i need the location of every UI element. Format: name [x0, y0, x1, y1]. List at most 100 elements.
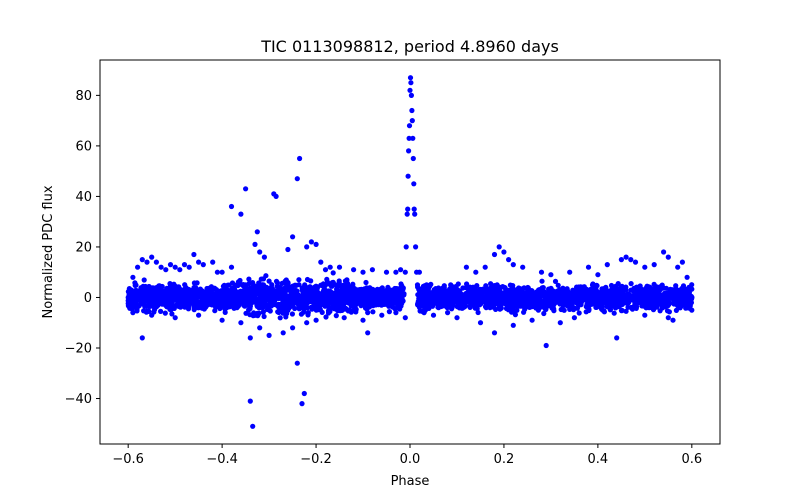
data-point	[159, 301, 165, 307]
data-point	[344, 277, 350, 283]
data-point	[627, 292, 633, 298]
data-point	[143, 309, 149, 315]
data-point	[171, 285, 177, 291]
data-point	[242, 303, 248, 309]
data-point	[217, 305, 223, 312]
data-point	[477, 290, 483, 297]
data-point	[641, 296, 647, 302]
data-point	[216, 290, 222, 296]
data-point	[299, 401, 305, 407]
data-point	[360, 297, 366, 303]
data-point	[525, 284, 531, 291]
data-point	[186, 264, 192, 270]
data-point	[151, 285, 157, 291]
data-point	[427, 298, 433, 304]
data-point	[428, 281, 434, 287]
data-point	[318, 259, 324, 265]
data-point	[455, 281, 461, 287]
data-point	[141, 277, 147, 283]
data-point	[126, 286, 132, 292]
data-point	[384, 294, 390, 300]
data-point	[257, 249, 263, 255]
data-point	[247, 303, 253, 309]
data-point	[416, 286, 422, 292]
data-point	[135, 264, 141, 270]
data-point	[352, 304, 358, 310]
data-point	[238, 291, 244, 297]
data-point	[574, 305, 581, 311]
data-point	[219, 269, 225, 275]
data-point	[430, 312, 437, 318]
data-point	[158, 264, 164, 270]
data-point	[568, 301, 574, 307]
data-point	[412, 211, 418, 217]
data-point	[408, 80, 414, 86]
data-point	[292, 305, 298, 312]
data-point	[407, 75, 414, 81]
data-point	[686, 284, 692, 290]
data-point	[149, 297, 155, 303]
data-point	[194, 304, 200, 310]
data-point	[379, 289, 385, 295]
data-point	[529, 317, 535, 323]
data-point	[266, 278, 272, 284]
data-point	[352, 293, 358, 299]
data-point	[180, 292, 186, 298]
data-point	[345, 308, 351, 314]
data-point	[265, 297, 271, 303]
data-point	[346, 288, 352, 295]
data-point	[322, 267, 329, 273]
data-point	[410, 155, 416, 162]
data-point	[675, 297, 681, 303]
data-point	[623, 308, 629, 314]
data-point	[530, 295, 536, 301]
data-point	[196, 259, 202, 265]
data-point	[285, 280, 291, 286]
data-point	[589, 291, 595, 297]
data-point	[304, 320, 310, 326]
data-point	[483, 305, 489, 311]
data-point	[226, 289, 232, 295]
data-point	[158, 308, 164, 314]
chart-title: TIC 0113098812, period 4.8960 days	[260, 37, 559, 56]
data-point	[136, 303, 142, 309]
x-axis-label: Phase	[391, 474, 430, 489]
data-point	[222, 309, 228, 315]
data-point	[503, 305, 510, 312]
data-point	[241, 283, 247, 290]
data-point	[360, 317, 366, 323]
data-point	[501, 249, 507, 255]
data-point	[447, 297, 453, 303]
data-point	[144, 259, 150, 265]
data-point	[472, 305, 478, 311]
data-point	[285, 294, 291, 300]
data-point	[552, 278, 559, 284]
data-point	[267, 291, 273, 297]
data-point	[604, 262, 610, 268]
data-point	[253, 300, 259, 306]
data-point	[521, 300, 528, 307]
data-point	[173, 290, 179, 296]
data-point	[642, 264, 648, 270]
data-point	[366, 292, 372, 298]
data-point	[513, 303, 519, 309]
data-point	[585, 264, 592, 270]
y-tick-label: 0	[84, 291, 92, 306]
x-tick-label: 0.2	[494, 452, 515, 467]
data-point	[388, 289, 395, 295]
data-point	[221, 297, 228, 303]
data-point	[163, 267, 169, 273]
data-point	[289, 311, 295, 317]
data-point	[294, 176, 300, 182]
data-point	[269, 297, 275, 303]
data-point	[683, 305, 689, 311]
data-point	[517, 296, 523, 302]
data-point	[570, 307, 577, 313]
data-point	[563, 294, 570, 300]
data-point	[459, 304, 465, 310]
x-tick-label: −0.2	[300, 452, 332, 467]
data-point	[515, 286, 521, 292]
data-point	[558, 295, 564, 301]
x-tick-label: 0.6	[681, 452, 702, 467]
data-point	[243, 186, 249, 192]
